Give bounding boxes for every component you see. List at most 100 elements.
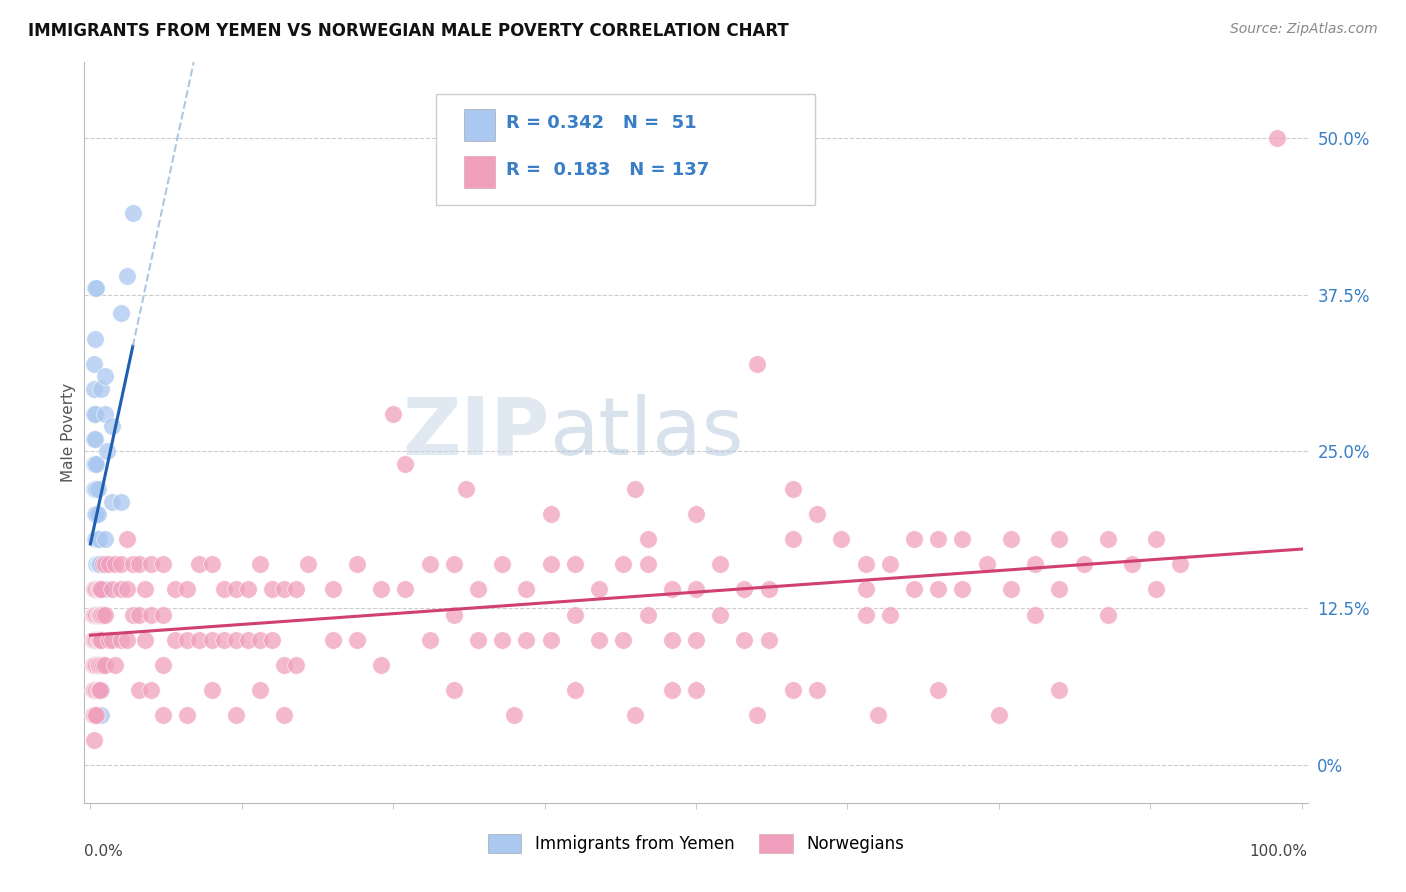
Point <box>612 558 634 572</box>
Point <box>94 558 117 572</box>
Point <box>90 607 112 622</box>
Point <box>200 682 222 697</box>
Point <box>86 682 108 697</box>
Point <box>96 444 118 458</box>
Point <box>262 632 284 647</box>
Point <box>87 632 110 647</box>
Text: atlas: atlas <box>550 393 744 472</box>
Point <box>90 582 112 597</box>
Point <box>82 682 104 697</box>
Point <box>86 632 108 647</box>
Text: ZIP: ZIP <box>402 393 550 472</box>
Point <box>89 632 111 647</box>
Point <box>322 582 344 597</box>
Point <box>84 432 107 446</box>
Point <box>685 682 707 697</box>
Text: IMMIGRANTS FROM YEMEN VS NORWEGIAN MALE POVERTY CORRELATION CHART: IMMIGRANTS FROM YEMEN VS NORWEGIAN MALE … <box>28 22 789 40</box>
Point <box>104 657 127 672</box>
Point <box>503 708 526 723</box>
Point <box>94 369 117 384</box>
Point <box>84 632 107 647</box>
Point <box>91 607 114 622</box>
Point <box>90 682 112 697</box>
Point <box>86 507 108 521</box>
Point <box>86 607 108 622</box>
Point <box>661 632 683 647</box>
Point <box>152 607 174 622</box>
Point <box>903 533 925 547</box>
Point <box>86 582 108 597</box>
Point <box>82 708 104 723</box>
Point <box>110 582 132 597</box>
Point <box>83 733 105 747</box>
Point <box>101 494 124 508</box>
Point <box>134 582 156 597</box>
Point <box>86 657 108 672</box>
Point <box>685 632 707 647</box>
Point <box>84 482 107 496</box>
Point <box>855 582 877 597</box>
Point <box>879 607 901 622</box>
Point <box>225 708 247 723</box>
Point <box>152 708 174 723</box>
Point <box>273 582 295 597</box>
Point <box>115 268 138 283</box>
Point <box>285 582 308 597</box>
Point <box>273 657 295 672</box>
Point <box>128 682 150 697</box>
Point <box>83 457 105 471</box>
Point <box>86 708 108 723</box>
Point <box>165 632 187 647</box>
Point <box>733 632 755 647</box>
Point <box>297 558 319 572</box>
Point <box>758 582 780 597</box>
Point <box>84 607 107 622</box>
Point <box>225 632 247 647</box>
Point <box>200 632 222 647</box>
Point <box>110 306 132 320</box>
Point <box>709 607 731 622</box>
Point <box>94 533 117 547</box>
Point <box>84 281 107 295</box>
Point <box>110 558 132 572</box>
Point <box>86 507 108 521</box>
Point <box>83 682 105 697</box>
Point <box>83 657 105 672</box>
Point <box>176 632 198 647</box>
Point <box>82 657 104 672</box>
Point <box>624 482 647 496</box>
Point <box>94 607 117 622</box>
Point <box>89 607 111 622</box>
Point <box>87 607 110 622</box>
Point <box>84 457 107 471</box>
Point <box>90 632 112 647</box>
Point <box>212 582 235 597</box>
Point <box>346 558 368 572</box>
Point <box>94 582 117 597</box>
Point <box>249 558 271 572</box>
Point <box>1047 682 1070 697</box>
Point <box>322 632 344 647</box>
Point <box>101 419 124 434</box>
Point <box>86 533 108 547</box>
Point <box>588 582 610 597</box>
Point <box>86 582 108 597</box>
Point <box>249 682 271 697</box>
Point <box>115 533 138 547</box>
Text: Source: ZipAtlas.com: Source: ZipAtlas.com <box>1230 22 1378 37</box>
Point <box>394 582 416 597</box>
Point <box>84 708 107 723</box>
Point <box>87 632 110 647</box>
Point <box>1047 533 1070 547</box>
Point <box>467 582 489 597</box>
Point <box>225 582 247 597</box>
Point <box>86 682 108 697</box>
Text: 100.0%: 100.0% <box>1250 844 1308 858</box>
Point <box>491 558 513 572</box>
Point <box>1000 582 1022 597</box>
Point <box>90 382 112 396</box>
Point <box>370 582 392 597</box>
Point <box>637 607 659 622</box>
Point <box>188 632 211 647</box>
Point <box>443 682 465 697</box>
